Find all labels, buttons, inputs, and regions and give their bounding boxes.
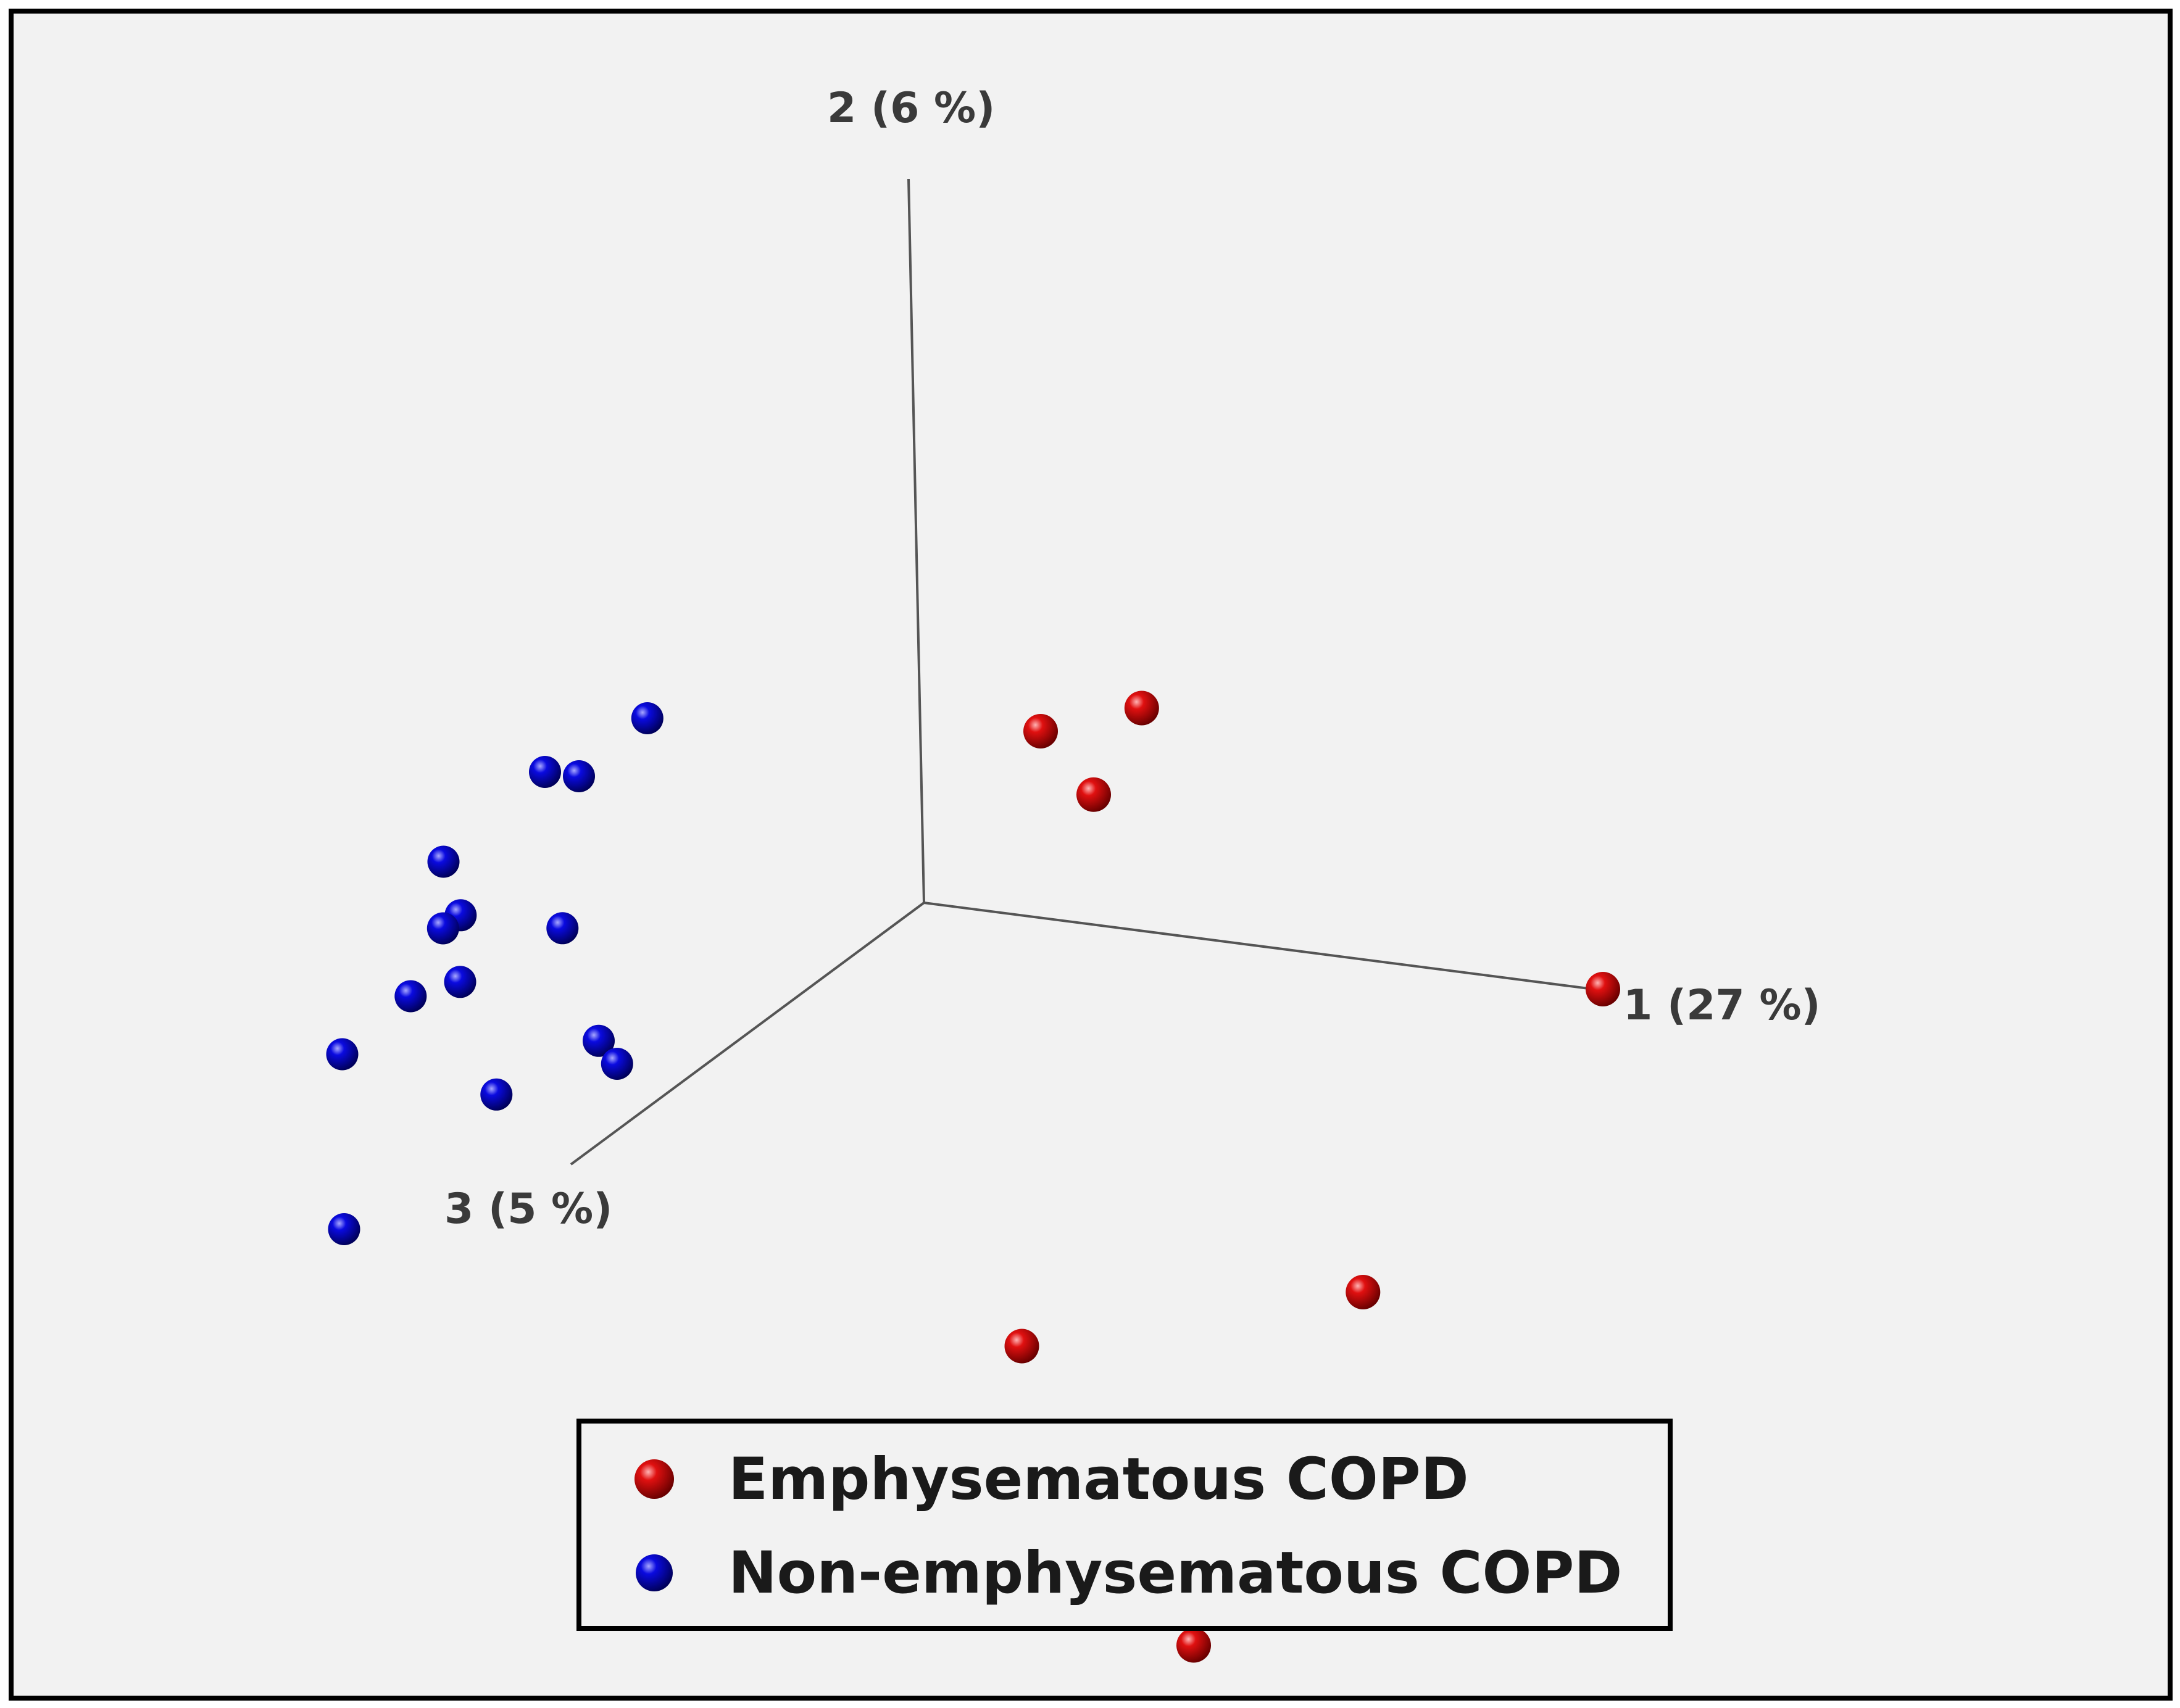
point-non-emphysematous-8 bbox=[546, 912, 579, 945]
legend-label-non-emphysematous: Non-emphysematous COPD bbox=[728, 1539, 1623, 1607]
legend-item-non-emphysematous: Non-emphysematous COPD bbox=[633, 1536, 1622, 1610]
point-non-emphysematous-13 bbox=[601, 1048, 633, 1080]
point-non-emphysematous-11 bbox=[326, 1038, 359, 1071]
point-non-emphysematous-7 bbox=[444, 966, 476, 998]
axis-3-label: 3 (5 %) bbox=[444, 1185, 613, 1233]
legend: Emphysematous COPD Non-emphysematous COP… bbox=[576, 1419, 1673, 1631]
legend-label-emphysematous: Emphysematous COPD bbox=[728, 1445, 1469, 1513]
point-non-emphysematous-14 bbox=[328, 1213, 360, 1245]
legend-marker-blue-sphere bbox=[636, 1554, 673, 1591]
point-emphysematous-6 bbox=[1004, 1329, 1039, 1364]
point-non-emphysematous-2 bbox=[529, 756, 561, 788]
point-emphysematous-2 bbox=[1124, 690, 1159, 726]
point-non-emphysematous-10 bbox=[583, 1024, 615, 1057]
point-emphysematous-1 bbox=[1023, 714, 1058, 748]
axis-2-label: 2 (6 %) bbox=[827, 84, 996, 133]
axis-2-line bbox=[907, 178, 925, 903]
point-emphysematous-5 bbox=[1346, 1275, 1381, 1309]
legend-marker-red-sphere bbox=[634, 1459, 674, 1499]
point-emphysematous-8 bbox=[1176, 1628, 1211, 1663]
axis-3-line bbox=[570, 902, 925, 1166]
point-non-emphysematous-6 bbox=[426, 912, 459, 945]
series-non-emphysematous bbox=[326, 702, 664, 1245]
legend-item-emphysematous: Emphysematous COPD bbox=[633, 1442, 1469, 1516]
axis-1-label: 1 (27 %) bbox=[1623, 981, 1821, 1030]
point-non-emphysematous-1 bbox=[631, 702, 664, 734]
axis-1-line bbox=[923, 902, 1618, 993]
point-non-emphysematous-4 bbox=[427, 845, 460, 878]
point-non-emphysematous-12 bbox=[480, 1078, 513, 1111]
point-emphysematous-4 bbox=[1586, 972, 1620, 1006]
point-non-emphysematous-9 bbox=[394, 980, 427, 1013]
point-non-emphysematous-3 bbox=[563, 760, 595, 792]
point-emphysematous-3 bbox=[1076, 777, 1111, 812]
